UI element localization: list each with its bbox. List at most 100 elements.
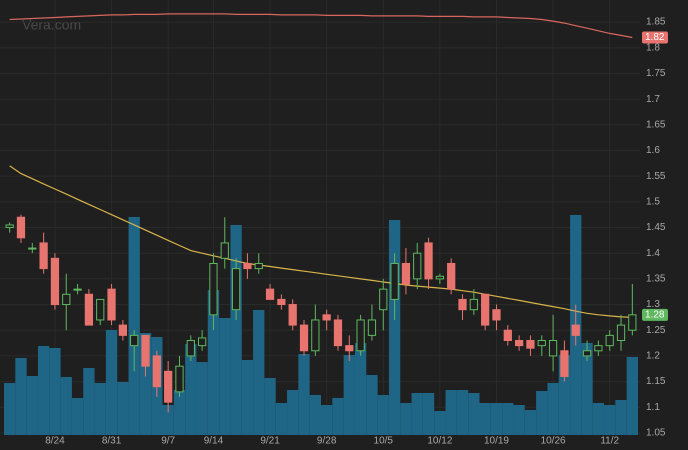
candle-body — [413, 252, 422, 280]
candle-body — [28, 247, 37, 250]
candle-body — [265, 288, 275, 300]
volume-bar — [513, 405, 525, 435]
y-tick-label: 1.05 — [646, 428, 666, 439]
volume-bar — [139, 333, 152, 435]
candle-body — [96, 298, 105, 321]
volume-bar — [264, 378, 276, 435]
y-tick-label: 1.65 — [646, 119, 666, 130]
volume-bar — [422, 393, 435, 435]
volume-bar — [71, 398, 84, 435]
volume-bar — [411, 393, 423, 435]
candle-body — [616, 324, 626, 342]
x-tick-label: 9/7 — [161, 436, 175, 447]
candle-body — [526, 340, 535, 349]
volume-bar — [592, 403, 605, 435]
volume-bar — [343, 355, 355, 435]
moving-average — [9, 13, 633, 39]
volume-bar — [4, 383, 16, 435]
volume-bar — [49, 348, 61, 435]
candle-body — [367, 319, 377, 336]
volume-bar — [60, 377, 72, 435]
candle-body — [164, 370, 173, 403]
volume-bar — [185, 344, 197, 435]
candle-body — [16, 216, 26, 239]
volume-bar — [37, 346, 50, 435]
moving-average — [9, 165, 633, 318]
price-badge — [642, 308, 668, 321]
x-tick-label: 8/31 — [102, 436, 122, 447]
volume-bar — [287, 390, 299, 435]
y-tick-label: 1.45 — [646, 222, 666, 233]
candle-body — [73, 288, 82, 291]
y-tick-label: 1.85 — [646, 17, 666, 28]
candle-body — [571, 324, 580, 336]
price-badge — [642, 31, 668, 44]
candle-body — [594, 345, 603, 352]
volume-bar — [15, 358, 27, 435]
volume-bar — [400, 403, 412, 435]
x-tick-label: 10/19 — [484, 436, 509, 447]
candle-body — [231, 268, 241, 311]
y-tick-label: 1.25 — [646, 325, 666, 336]
candle-body — [458, 298, 467, 311]
volume-bar — [388, 220, 401, 435]
candle-body — [130, 334, 139, 347]
volume-bar — [309, 395, 321, 435]
volume-bar — [558, 355, 571, 435]
volume-bar — [490, 403, 503, 435]
volume-bar — [479, 403, 491, 435]
volume-bar — [241, 360, 254, 435]
candle-body — [447, 262, 456, 290]
candle-body — [107, 288, 116, 321]
candle-body — [50, 257, 60, 306]
candle-body — [243, 262, 252, 270]
volume-bar — [354, 343, 367, 435]
y-tick-label: 1.55 — [646, 171, 666, 182]
candle-body — [311, 319, 320, 352]
price-badge-label: 1.28 — [645, 309, 665, 320]
price-badge-label: 1.82 — [645, 32, 665, 43]
x-tick-label: 8/24 — [45, 436, 65, 447]
candle-body — [548, 340, 558, 357]
volume-bar — [253, 310, 265, 435]
volume-bar — [434, 411, 446, 435]
candle-body — [186, 340, 195, 357]
volume-bar — [445, 390, 457, 435]
candle-body — [152, 355, 161, 388]
candle-body — [277, 298, 286, 306]
candle-body — [503, 329, 512, 342]
volume-bar — [128, 217, 140, 435]
candle-body — [390, 262, 399, 300]
volume-bar — [173, 390, 186, 435]
volume-bar — [626, 357, 638, 435]
candle-body — [628, 314, 637, 331]
y-tick-label: 1.7 — [646, 94, 660, 105]
watermark: Vera.com — [22, 17, 81, 33]
candle-body — [356, 319, 365, 352]
y-tick-label: 1.6 — [646, 145, 660, 156]
candle-body — [345, 345, 354, 352]
volume-bar — [615, 400, 627, 435]
volume-bar — [581, 343, 593, 435]
candle-body — [62, 293, 71, 306]
candle-body — [515, 340, 524, 347]
volume-bar — [377, 395, 389, 435]
candle-body — [605, 334, 614, 347]
volume-bar — [502, 403, 514, 435]
candle-body — [39, 242, 48, 270]
x-tick-label: 10/12 — [427, 436, 452, 447]
volume-bar — [162, 405, 174, 435]
candle-body — [492, 309, 501, 321]
y-tick-label: 1.8 — [646, 42, 660, 53]
volume-bar — [117, 382, 129, 435]
volume-bar — [604, 405, 616, 435]
candle-body — [424, 242, 433, 280]
y-tick-label: 1.75 — [646, 68, 666, 79]
candle-body — [469, 298, 478, 311]
candle-body — [481, 293, 490, 326]
candle-body — [175, 365, 184, 393]
candle-body — [209, 262, 218, 316]
volume-bar — [207, 290, 220, 435]
x-tick-label: 9/14 — [204, 436, 224, 447]
y-tick-label: 1.35 — [646, 274, 666, 285]
